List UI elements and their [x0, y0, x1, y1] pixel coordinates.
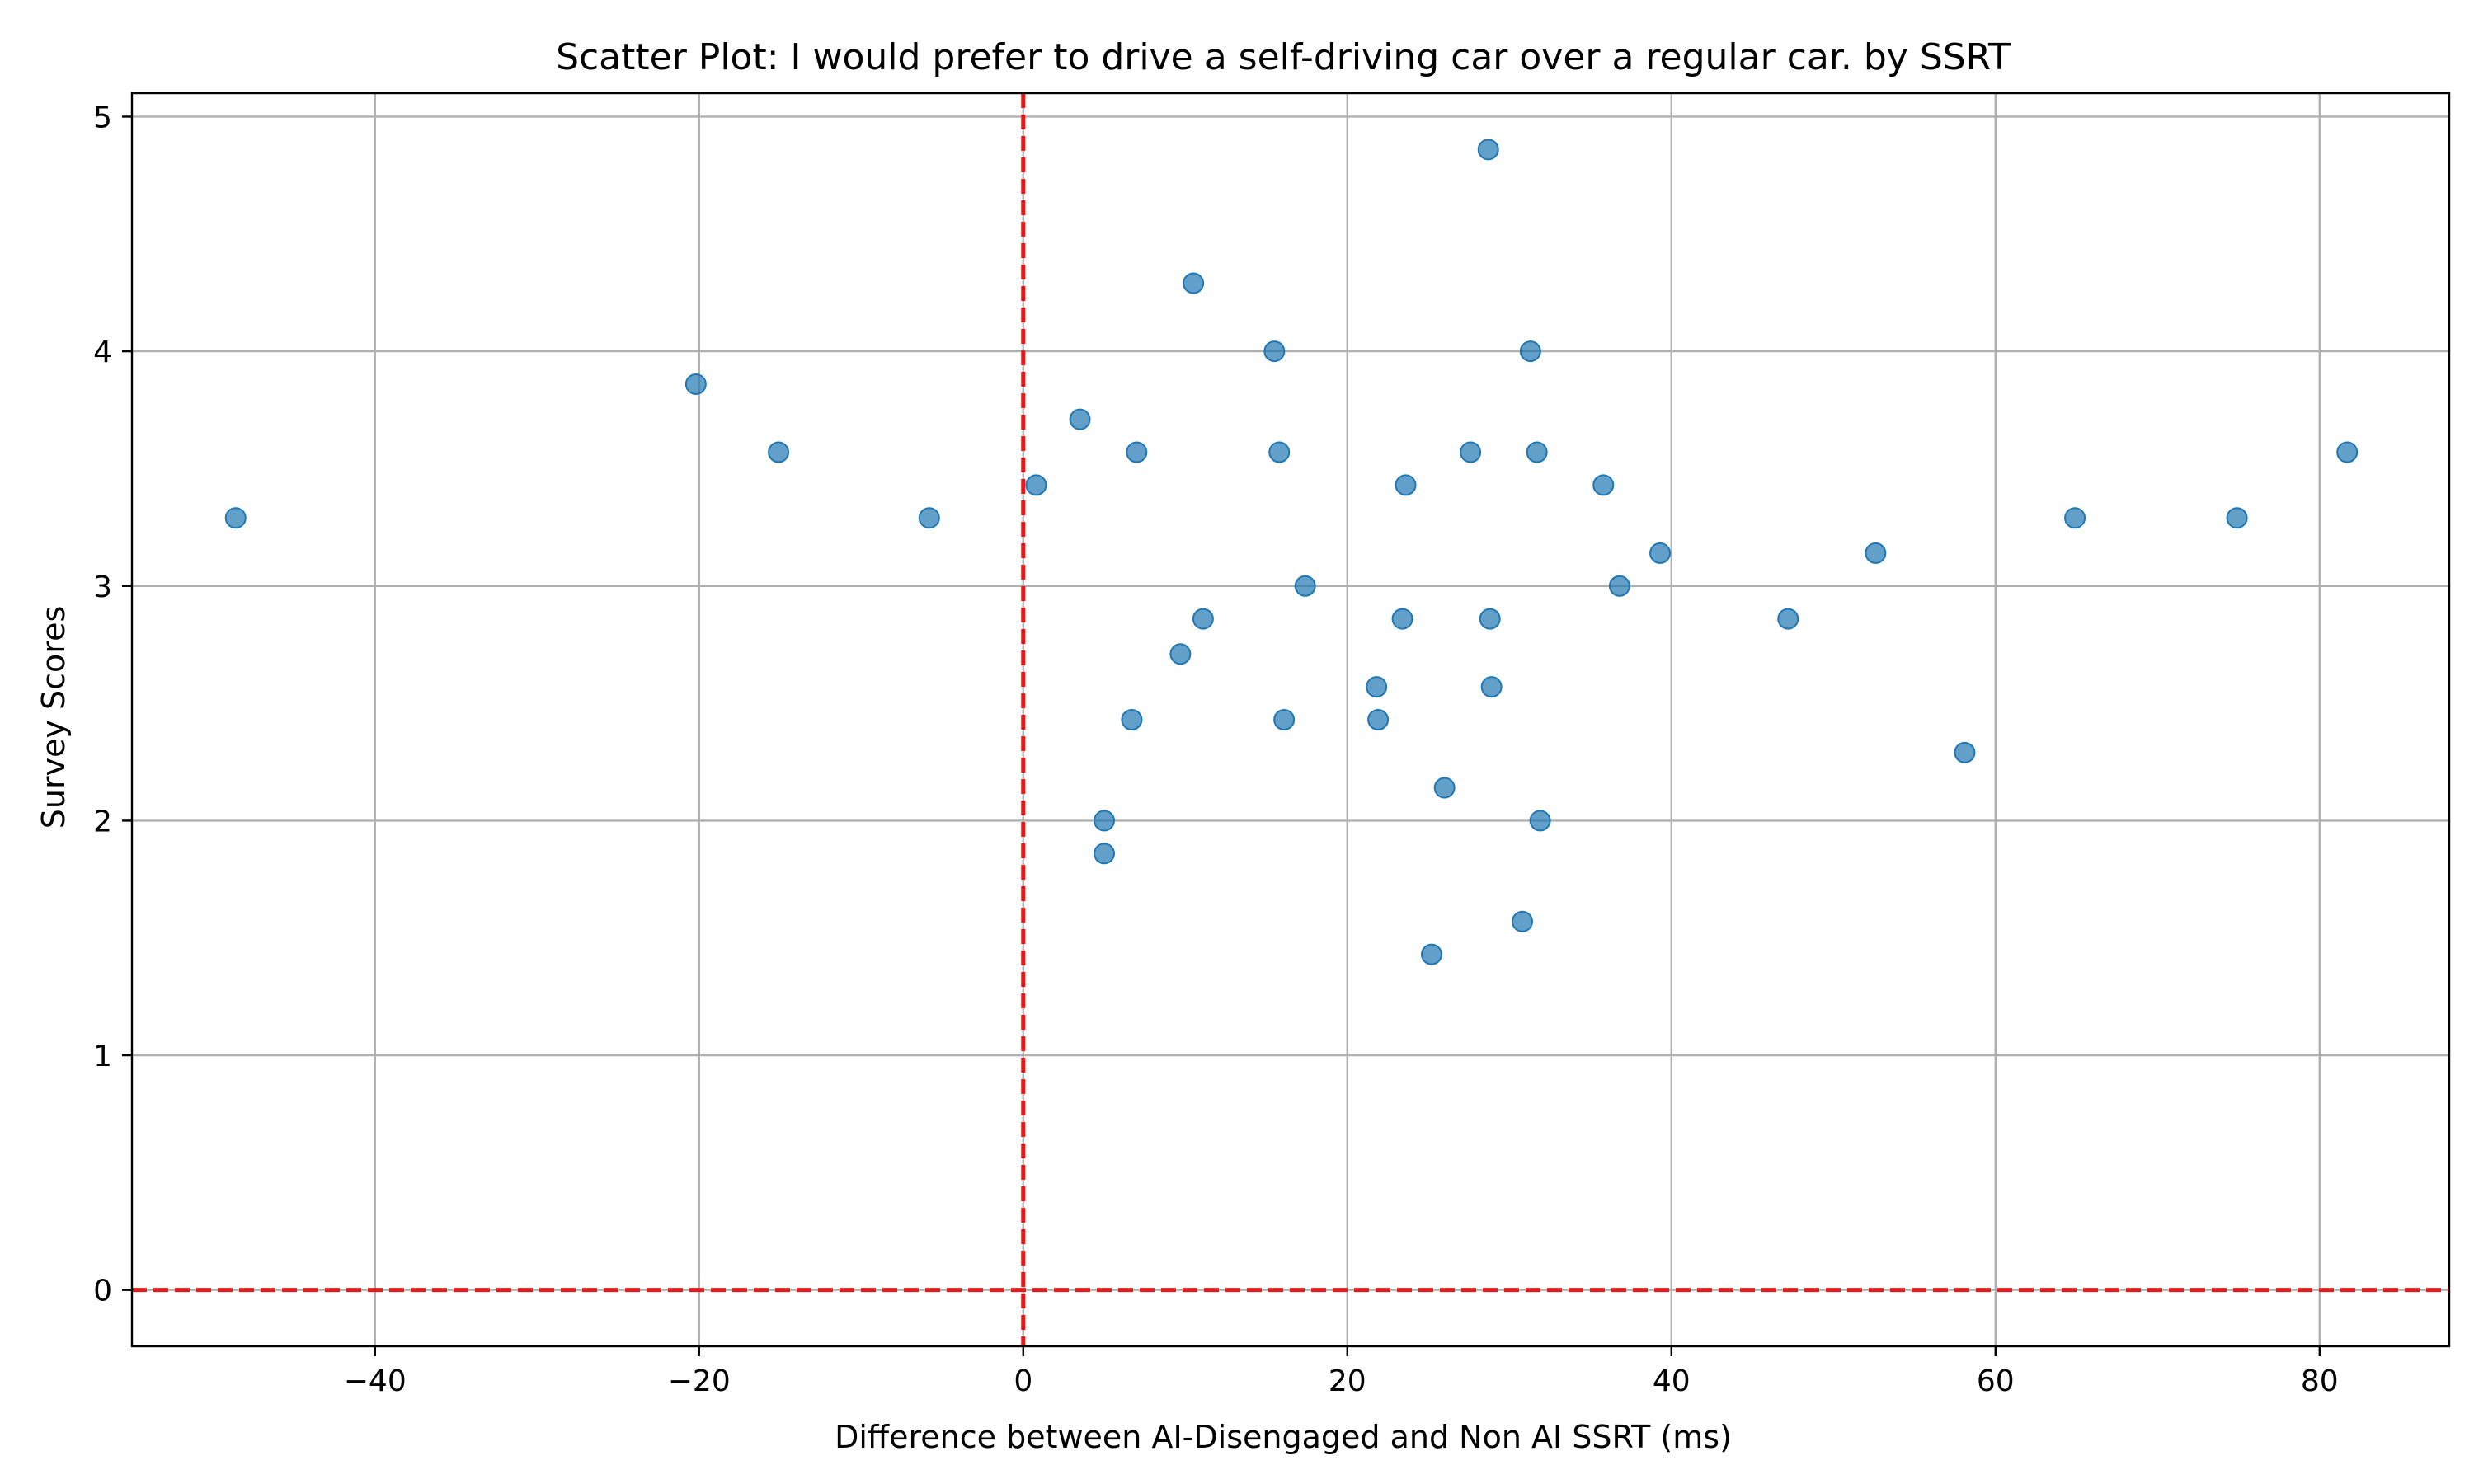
x-tick-label: 20: [1329, 1364, 1366, 1398]
data-point: [1126, 441, 1148, 463]
data-point: [1263, 340, 1286, 363]
x-tick-label: 60: [1977, 1364, 2015, 1398]
data-point: [2336, 441, 2359, 463]
data-point: [918, 507, 940, 529]
data-point: [1294, 575, 1316, 597]
data-point: [1529, 810, 1551, 832]
data-point: [1391, 608, 1413, 630]
data-point: [1069, 408, 1091, 430]
grid-lines: [132, 93, 2449, 1346]
data-point: [1526, 441, 1548, 463]
data-point: [1395, 474, 1417, 496]
data-point: [1777, 608, 1799, 630]
y-tick-label: 1: [93, 1040, 112, 1073]
x-tick-label: 0: [1014, 1364, 1032, 1398]
y-tick-label: 0: [93, 1275, 112, 1308]
data-point: [1519, 340, 1541, 363]
data-point: [1025, 474, 1047, 496]
x-axis-label: Difference between AI-Disengaged and Non…: [835, 1419, 1732, 1455]
data-point: [684, 373, 707, 395]
data-point: [224, 507, 247, 529]
data-point: [1420, 943, 1442, 965]
data-point: [1477, 139, 1499, 161]
x-tick-label: −20: [668, 1364, 731, 1398]
y-tick-label: 5: [93, 101, 112, 134]
data-point: [1366, 676, 1388, 698]
data-point: [1367, 709, 1390, 730]
data-point: [2064, 507, 2086, 529]
y-tick-label: 3: [93, 571, 112, 604]
data-point: [2226, 507, 2248, 529]
plot-frame: [130, 92, 2451, 1348]
data-point: [1865, 542, 1887, 564]
data-point: [1954, 741, 1976, 763]
data-point: [1608, 575, 1630, 597]
data-point: [1121, 709, 1143, 730]
y-tick-label: 2: [93, 805, 112, 838]
data-point: [1649, 542, 1672, 564]
data-point: [1479, 608, 1501, 630]
data-point: [768, 441, 790, 463]
axis-ticks: −40 −20 0 20 40 60 80 0 1 2 3 4 5: [93, 101, 2339, 1398]
data-point: [1460, 441, 1482, 463]
y-axis-label: Survey Scores: [35, 606, 72, 829]
x-tick-label: −40: [344, 1364, 407, 1398]
data-point: [1268, 441, 1291, 463]
data-point: [1433, 777, 1456, 799]
chart-title: Scatter Plot: I would prefer to drive a …: [556, 36, 2011, 78]
data-point: [1592, 474, 1615, 496]
data-point: [1094, 843, 1116, 865]
x-tick-label: 40: [1653, 1364, 1691, 1398]
x-tick-label: 80: [2301, 1364, 2339, 1398]
data-point: [1169, 643, 1192, 665]
data-point: [1183, 272, 1205, 294]
data-point: [1094, 810, 1116, 832]
data-points: [224, 139, 2359, 965]
data-point: [1273, 709, 1296, 730]
data-point: [1480, 676, 1503, 698]
data-point: [1512, 910, 1533, 932]
y-tick-label: 4: [93, 336, 112, 369]
data-point: [1192, 608, 1214, 630]
reference-lines: [132, 93, 2449, 1346]
